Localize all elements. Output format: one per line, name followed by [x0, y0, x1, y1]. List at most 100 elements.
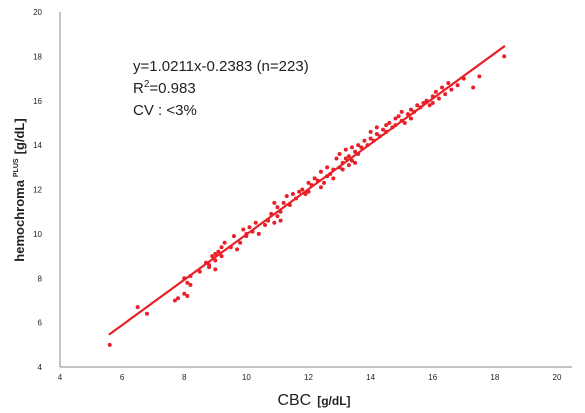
data-point [312, 176, 317, 181]
y-axis-title: hemochromaPLUS[g/dL] [12, 118, 27, 261]
data-point [107, 342, 112, 347]
data-point [374, 132, 379, 137]
data-point [256, 231, 261, 236]
data-point [427, 103, 432, 108]
data-point [135, 305, 140, 310]
cv-annotation: CV : <3% [133, 102, 197, 119]
data-point [318, 185, 323, 190]
data-point [337, 152, 342, 156]
y-tick-labels: 4 6 8 10 12 14 16 18 20 [33, 8, 42, 372]
data-point [325, 165, 330, 170]
data-point [343, 156, 348, 161]
data-point [231, 234, 236, 239]
data-point [222, 240, 227, 245]
data-point [216, 249, 221, 254]
x-axis-title: CBC [g/dL] [277, 392, 350, 409]
data-point [455, 83, 460, 88]
y-tick-label: 12 [33, 186, 42, 195]
data-point [353, 160, 358, 165]
data-point [393, 116, 398, 121]
data-point [247, 225, 252, 230]
data-point [368, 129, 373, 134]
x-tick-label: 4 [58, 373, 63, 382]
data-point [263, 223, 268, 227]
data-point [219, 254, 224, 259]
x-tick-label: 8 [182, 373, 187, 382]
axes [59, 12, 572, 368]
data-point [502, 54, 507, 59]
data-point [275, 205, 280, 210]
data-point [188, 282, 193, 287]
x-tick-label: 20 [553, 373, 562, 382]
data-point [176, 296, 181, 301]
data-point [346, 163, 351, 168]
regression-line [108, 45, 506, 336]
y-tick-label: 6 [38, 319, 43, 328]
data-point [331, 176, 336, 181]
data-point [241, 227, 246, 232]
data-point [272, 220, 277, 225]
data-point [272, 200, 277, 205]
data-point [362, 138, 367, 143]
data-point [213, 251, 218, 256]
data-point [207, 265, 212, 270]
data-point [402, 120, 407, 125]
data-point [144, 311, 149, 316]
data-point [409, 107, 414, 112]
data-point [353, 149, 358, 154]
data-point [349, 145, 354, 150]
data-point [346, 154, 351, 159]
data-point [387, 120, 392, 125]
data-point [182, 291, 187, 296]
data-point [415, 103, 420, 108]
data-point [318, 169, 323, 174]
data-point [343, 147, 348, 152]
data-point [253, 220, 258, 225]
y-tick-label: 20 [33, 8, 42, 17]
data-point [219, 245, 224, 250]
data-point [443, 92, 448, 97]
data-point [471, 85, 476, 90]
data-point [275, 214, 280, 219]
data-point [238, 240, 243, 245]
data-point [322, 180, 327, 185]
y-tick-label: 18 [33, 52, 42, 61]
data-point [430, 100, 435, 105]
data-point [477, 74, 482, 79]
data-point [409, 116, 414, 121]
data-point [433, 89, 438, 94]
data-point [374, 125, 379, 130]
data-point [368, 136, 373, 141]
data-point [185, 280, 190, 285]
data-point [210, 254, 215, 259]
data-point [306, 180, 311, 185]
data-point [340, 167, 345, 172]
data-point [197, 269, 202, 274]
data-point [297, 189, 302, 194]
data-point [440, 85, 445, 90]
data-point [446, 81, 451, 85]
x-tick-label: 12 [304, 373, 313, 382]
y-tick-label: 16 [33, 97, 42, 106]
equation-annotation: y=1.0211x-0.2383 (n=223) [133, 58, 309, 75]
data-point [349, 158, 354, 163]
data-point [213, 267, 218, 272]
r-squared-annotation: R2=0.983 [133, 79, 196, 97]
data-point [213, 258, 218, 263]
data-point [185, 294, 190, 298]
data-point [290, 191, 295, 196]
data-point [278, 218, 283, 223]
x-tick-label: 18 [490, 373, 499, 382]
data-point [399, 109, 404, 114]
y-tick-label: 10 [33, 230, 42, 239]
x-tick-labels: 4 6 8 10 12 14 16 18 20 [58, 373, 562, 382]
y-tick-label: 8 [38, 274, 43, 283]
data-point [384, 123, 389, 128]
data-point [172, 298, 177, 303]
data-point [284, 194, 289, 199]
data-point [235, 247, 240, 252]
data-point [334, 156, 339, 161]
data-point [359, 145, 364, 150]
data-point [396, 114, 401, 119]
